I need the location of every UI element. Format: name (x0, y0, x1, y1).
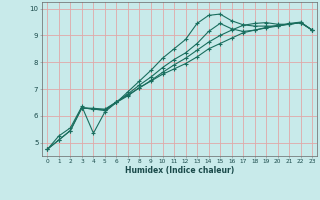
X-axis label: Humidex (Indice chaleur): Humidex (Indice chaleur) (124, 166, 234, 175)
